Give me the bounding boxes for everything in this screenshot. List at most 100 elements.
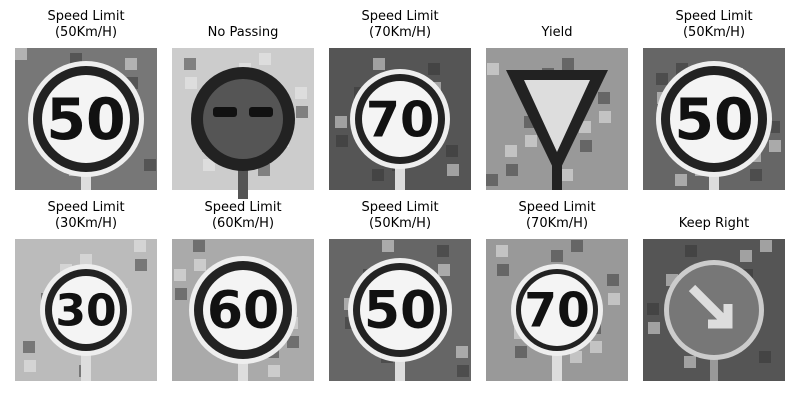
image-noise (496, 245, 508, 257)
image-noise (382, 240, 394, 252)
sign-number: 50 (674, 87, 753, 153)
panel-title: (70Km/H) (369, 25, 431, 40)
panel-title: (70Km/H) (526, 216, 588, 231)
image-noise (134, 240, 146, 252)
image-noise (656, 73, 668, 85)
image-noise (437, 245, 449, 257)
image-noise (648, 322, 660, 334)
sign-face (203, 270, 283, 350)
image-noise (372, 169, 384, 181)
image-noise (769, 140, 781, 152)
image-noise (125, 58, 137, 70)
panel-title: No Passing (208, 25, 279, 40)
image-noise (446, 145, 458, 157)
image-noise (175, 288, 187, 300)
sign-number: 50 (364, 281, 436, 341)
panel-title: (50Km/H) (683, 25, 745, 40)
panel: Speed Limit(60Km/H) 60 (172, 200, 314, 381)
image-noise (287, 336, 299, 348)
panel-title: (30Km/H) (55, 216, 117, 231)
image-noise (80, 254, 92, 266)
panel: Speed Limit(50Km/H) 50 (15, 9, 157, 190)
image-noise (185, 77, 197, 89)
image-noise (15, 48, 27, 60)
panel-title: Speed Limit (47, 9, 124, 24)
panel-title: Keep Right (679, 216, 750, 231)
image-noise (759, 351, 771, 363)
image-noise (571, 240, 583, 252)
panel-title: Speed Limit (204, 200, 281, 215)
sign-post (395, 358, 405, 381)
panel: Speed Limit(70Km/H) 70 (329, 9, 471, 190)
image-noise (675, 174, 687, 186)
image-noise (144, 159, 156, 171)
panel-title: Speed Limit (518, 200, 595, 215)
image-noise (497, 264, 509, 276)
image-noise (23, 341, 35, 353)
panel-title: Speed Limit (47, 200, 124, 215)
image-noise (740, 250, 752, 262)
panel: Yield (486, 25, 628, 190)
image-noise (487, 63, 499, 75)
image-noise (515, 346, 527, 358)
image-noise (562, 58, 574, 70)
image-noise (561, 169, 573, 181)
image-noise (438, 264, 450, 276)
panel: Speed Limit(50Km/H) 50 (329, 200, 471, 381)
image-noise (184, 58, 196, 70)
sign-number: 60 (207, 281, 279, 341)
sign-number: 30 (55, 286, 116, 337)
image-noise (193, 240, 205, 252)
panel: No Passing (172, 25, 314, 199)
image-noise (336, 135, 348, 147)
sign-post (552, 352, 562, 381)
panel-title: Yield (541, 25, 573, 40)
image-noise (570, 351, 582, 363)
sign-face (203, 79, 283, 159)
image-noise (607, 274, 619, 286)
image-noise (685, 245, 697, 257)
sign-face (521, 274, 593, 346)
image-noise (335, 116, 347, 128)
panel-title: Speed Limit (361, 9, 438, 24)
image-noise (551, 250, 563, 262)
image-noise (194, 259, 206, 271)
image-noise (456, 346, 468, 358)
image-noise (428, 63, 440, 75)
image-noise (373, 58, 385, 70)
image-noise (296, 106, 308, 118)
panel-title: (50Km/H) (55, 25, 117, 40)
image-noise (599, 111, 611, 123)
image-noise (760, 240, 772, 252)
image-noise (647, 303, 659, 315)
sign-number: 50 (46, 87, 125, 153)
sign-face (524, 80, 590, 152)
image-noise (24, 360, 36, 372)
sign-face (52, 276, 120, 344)
panel: Speed Limit(50Km/H) 50 (643, 9, 785, 190)
image-noise (447, 164, 459, 176)
image-noise (590, 341, 602, 353)
panel: Keep Right (643, 216, 785, 381)
sign-face (362, 81, 438, 157)
sign-post (81, 352, 91, 381)
sign-car (213, 107, 237, 117)
panel: Speed Limit(30Km/H) 30 (15, 200, 157, 381)
sign-number: 70 (366, 92, 434, 149)
sign-post (238, 159, 248, 199)
image-noise (598, 92, 610, 104)
panel-title: (50Km/H) (369, 216, 431, 231)
sign-post (238, 360, 248, 381)
image-noise (457, 365, 469, 377)
image-noise (506, 164, 518, 176)
sign-number: 70 (524, 284, 589, 339)
panel-title: Speed Limit (675, 9, 752, 24)
image-noise (268, 365, 280, 377)
image-noise (684, 356, 696, 368)
image-noise (580, 140, 592, 152)
image-noise (608, 293, 620, 305)
image-noise (203, 159, 215, 171)
image-noise (295, 87, 307, 99)
image-noise (525, 135, 537, 147)
